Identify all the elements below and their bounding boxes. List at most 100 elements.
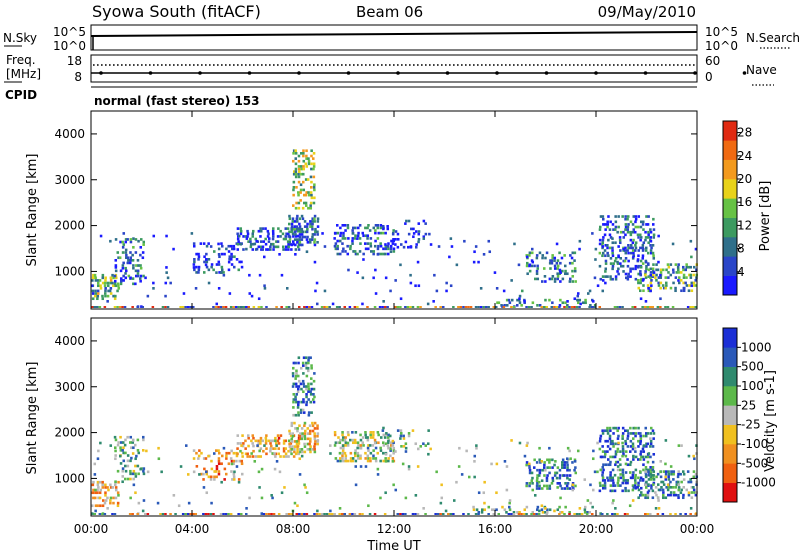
range-cell xyxy=(107,284,110,288)
range-cell xyxy=(257,245,261,249)
range-cell xyxy=(535,269,539,273)
range-cell xyxy=(563,463,566,467)
range-cell xyxy=(616,260,619,264)
range-cell xyxy=(203,255,206,259)
range-cell xyxy=(435,470,438,474)
range-cell xyxy=(520,304,523,307)
range-cell xyxy=(692,281,696,285)
range-cell xyxy=(357,226,360,230)
range-cell xyxy=(659,488,662,492)
range-cell xyxy=(306,227,309,231)
range-cell xyxy=(329,509,332,513)
range-cell xyxy=(341,451,345,455)
range-cell xyxy=(641,249,645,252)
range-cell xyxy=(119,462,123,465)
range-cell xyxy=(612,484,615,487)
range-cell xyxy=(367,504,370,508)
range-cell xyxy=(394,488,398,492)
range-cell xyxy=(639,470,642,473)
noise-right-tick-top: 10^5 xyxy=(705,25,738,39)
range-cell xyxy=(193,268,196,272)
range-cell xyxy=(312,157,315,160)
range-cell xyxy=(325,513,329,515)
range-cell xyxy=(495,306,498,308)
range-cell xyxy=(633,484,637,487)
range-cell xyxy=(274,436,277,440)
range-cell xyxy=(689,265,693,269)
range-cell xyxy=(436,513,440,515)
range-cell xyxy=(236,447,239,450)
range-cell xyxy=(219,306,223,308)
range-cell xyxy=(339,446,343,450)
range-cell xyxy=(622,479,626,482)
range-cell xyxy=(634,267,637,271)
range-cell xyxy=(528,254,531,257)
range-cell xyxy=(343,224,347,227)
range-cell xyxy=(298,217,302,221)
range-cell xyxy=(328,306,331,308)
range-cell xyxy=(267,248,270,251)
range-cell xyxy=(391,242,395,245)
range-cell xyxy=(651,489,655,493)
range-cell xyxy=(300,513,304,515)
range-cell xyxy=(134,443,137,447)
range-cell xyxy=(98,480,102,484)
range-cell xyxy=(275,460,279,463)
range-cell xyxy=(297,442,301,445)
range-cell xyxy=(629,267,632,271)
range-cell xyxy=(142,449,145,452)
range-cell xyxy=(314,230,317,234)
range-cell xyxy=(692,273,695,277)
range-cell xyxy=(351,438,355,442)
range-cell xyxy=(323,245,327,248)
range-cell xyxy=(303,450,307,454)
range-cell xyxy=(286,287,289,290)
range-cell xyxy=(122,441,125,444)
range-cell xyxy=(480,511,484,514)
range-cell xyxy=(652,478,656,481)
range-cell xyxy=(288,241,292,244)
range-cell xyxy=(659,475,663,479)
range-cell xyxy=(548,466,552,469)
range-cell xyxy=(342,446,345,450)
range-cell xyxy=(202,472,205,476)
range-cell xyxy=(637,254,640,258)
range-cell xyxy=(189,306,193,308)
range-cell xyxy=(586,499,590,502)
range-cell xyxy=(126,464,130,468)
range-cell xyxy=(132,439,135,442)
range-cell xyxy=(624,225,628,229)
x-tick-label: 00:00 xyxy=(680,522,715,536)
range-cell xyxy=(555,261,559,265)
range-cell xyxy=(353,451,357,455)
range-cell xyxy=(649,276,652,279)
range-cell xyxy=(136,438,140,442)
range-cell xyxy=(382,225,385,228)
range-cell xyxy=(106,507,109,510)
range-cell xyxy=(364,431,367,434)
range-cell xyxy=(349,451,353,455)
range-cell xyxy=(290,440,294,443)
range-cell xyxy=(641,262,645,265)
range-cell xyxy=(292,193,295,197)
range-cell xyxy=(672,470,676,473)
range-cell xyxy=(310,411,313,414)
range-cell xyxy=(242,235,245,238)
range-cell xyxy=(300,387,303,391)
range-cell xyxy=(132,264,135,267)
range-cell xyxy=(662,286,666,290)
range-cell xyxy=(639,439,643,443)
range-cell xyxy=(94,504,98,508)
range-cell xyxy=(672,493,676,497)
range-cell xyxy=(631,306,634,308)
colorbar-tick-label: 28 xyxy=(737,126,752,140)
range-cell xyxy=(195,265,198,269)
range-cell xyxy=(453,499,456,502)
range-cell xyxy=(644,306,647,308)
range-cell xyxy=(349,459,353,463)
range-cell xyxy=(483,501,486,505)
range-cell xyxy=(637,496,640,500)
range-cell xyxy=(652,473,655,477)
range-cell xyxy=(639,265,643,269)
range-cell xyxy=(618,458,622,461)
